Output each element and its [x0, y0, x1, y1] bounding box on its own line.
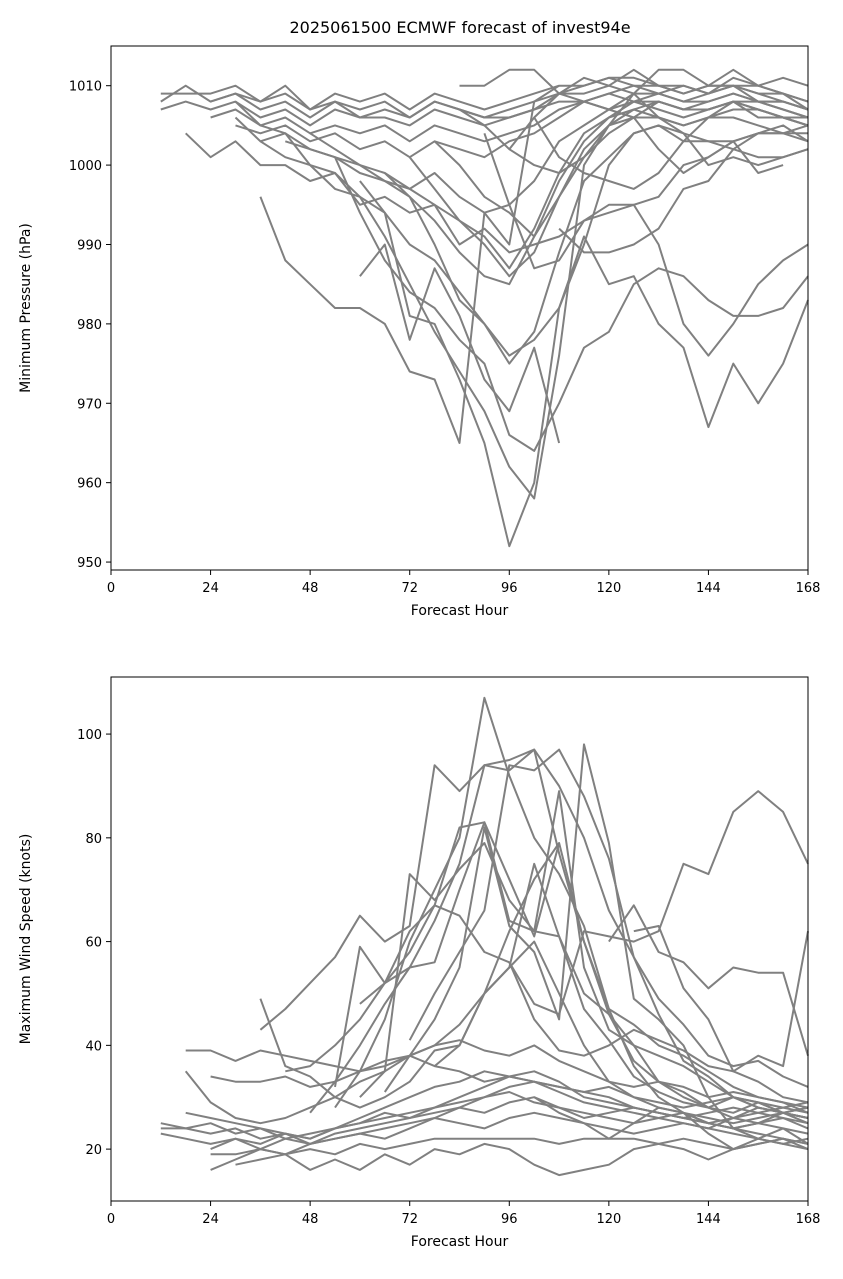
wind-series-line-17 — [334, 904, 809, 1104]
pressure-y-tick-label: 950 — [77, 556, 102, 571]
wind-x-tick-label: 168 — [796, 1212, 821, 1227]
wind-series-line-19 — [359, 821, 561, 1005]
wind-y-tick-label: 80 — [85, 832, 102, 847]
wind-y-axis-label: Maximum Wind Speed (knots) — [18, 834, 34, 1045]
pressure-series-line-20 — [458, 76, 809, 151]
pressure-x-tick-label: 96 — [501, 581, 518, 596]
wind-x-tick-label: 24 — [202, 1212, 219, 1227]
wind-x-ticks: 0 24 48 72 96 120 144 168 — [107, 1201, 821, 1227]
pressure-x-tick-label: 72 — [401, 581, 418, 596]
pressure-x-tick-label: 168 — [796, 581, 821, 596]
wind-series-line-2 — [160, 1096, 809, 1145]
pressure-x-tick-label: 0 — [107, 581, 115, 596]
pressure-y-tick-label: 990 — [77, 238, 102, 253]
pressure-series-lines — [160, 68, 809, 548]
wind-series-line-16 — [334, 696, 809, 1114]
wind-y-tick-label: 40 — [85, 1039, 102, 1054]
wind-series-line-11 — [235, 1137, 809, 1177]
pressure-x-tick-label: 120 — [596, 581, 621, 596]
wind-series-line-25 — [608, 904, 809, 1056]
wind-series-line-10 — [210, 1137, 809, 1156]
wind-x-tick-label: 144 — [696, 1212, 721, 1227]
pressure-series-line-14 — [334, 156, 809, 452]
pressure-y-axis-label: Minimum Pressure (hPa) — [18, 223, 34, 393]
wind-x-tick-label: 48 — [302, 1212, 319, 1227]
pressure-series-line-24 — [533, 100, 809, 190]
pressure-y-tick-label: 960 — [77, 477, 102, 492]
wind-y-tick-label: 20 — [85, 1143, 102, 1158]
pressure-series-line-8 — [185, 132, 784, 254]
pressure-x-tick-label: 144 — [696, 581, 721, 596]
wind-y-tick-label: 100 — [77, 728, 102, 743]
pressure-series-line-16 — [359, 180, 809, 548]
wind-panel: 0 24 48 72 96 120 144 168 20 40 60 80 100 Forecast … — [18, 676, 821, 1250]
wind-x-tick-label: 120 — [596, 1212, 621, 1227]
wind-plot-frame — [110, 676, 809, 1202]
wind-y-tick-label: 60 — [85, 936, 102, 951]
pressure-series-line-10 — [234, 92, 809, 500]
pressure-series-line-9 — [259, 84, 560, 444]
wind-series-line-12 — [259, 842, 809, 1125]
wind-series-line-24 — [633, 925, 809, 1073]
wind-series-line-26 — [533, 1096, 809, 1151]
pressure-series-line-22 — [483, 132, 809, 357]
wind-y-ticks: 20 40 60 80 100 — [77, 728, 111, 1158]
wind-series-line-21 — [408, 748, 809, 1119]
pressure-series-line-15 — [359, 243, 561, 444]
wind-series-line-22 — [433, 862, 809, 1119]
pressure-x-ticks: 0 24 48 72 96 120 144 168 — [107, 570, 821, 596]
pressure-series-line-17 — [384, 108, 808, 286]
pressure-series-line-12 — [284, 124, 809, 365]
wind-x-tick-label: 0 — [107, 1212, 115, 1227]
wind-series-line-4 — [185, 1039, 809, 1109]
wind-x-tick-label: 96 — [501, 1212, 518, 1227]
wind-x-axis-label: Forecast Hour — [411, 1234, 509, 1250]
pressure-x-axis-label: Forecast Hour — [411, 603, 509, 619]
pressure-series-line-19 — [433, 92, 809, 238]
pressure-y-tick-label: 1000 — [69, 159, 102, 174]
wind-series-line-20 — [383, 743, 809, 1145]
wind-series-lines — [160, 696, 809, 1177]
wind-series-line-9 — [210, 1080, 809, 1171]
pressure-series-line-21 — [459, 68, 809, 111]
pressure-x-tick-label: 48 — [302, 581, 319, 596]
chart-title: 2025061500 ECMWF forecast of invest94e — [289, 18, 630, 37]
pressure-y-tick-label: 970 — [77, 397, 102, 412]
pressure-y-ticks: 950 960 970 980 990 1000 1010 — [69, 80, 111, 571]
pressure-panel: 0 24 48 72 96 120 144 168 950 960 970 980 990 1000 10… — [18, 45, 821, 619]
wind-x-tick-label: 72 — [401, 1212, 418, 1227]
wind-series-line-23 — [508, 790, 809, 1016]
pressure-y-tick-label: 1010 — [69, 80, 102, 95]
pressure-y-tick-label: 980 — [77, 318, 102, 333]
pressure-x-tick-label: 24 — [202, 581, 219, 596]
pressure-plot-frame — [110, 45, 809, 571]
pressure-series-line-25 — [558, 124, 809, 254]
